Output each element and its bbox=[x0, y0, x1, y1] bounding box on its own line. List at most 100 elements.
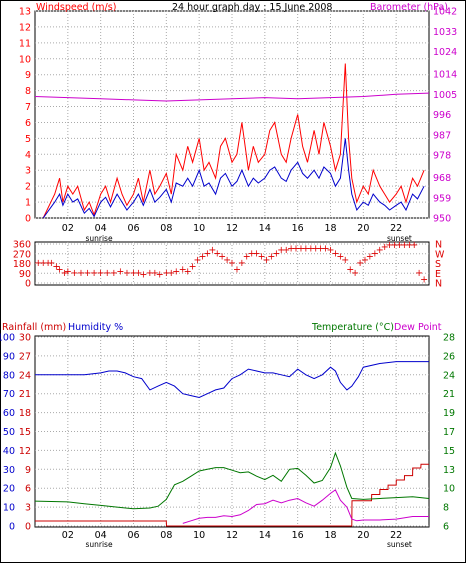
humidity-y-tick-label: 90 bbox=[3, 351, 15, 362]
temperature-y-tick-label: 10 bbox=[443, 484, 455, 495]
direction-point: + bbox=[391, 240, 399, 251]
barometer-y-tick-label: 996 bbox=[433, 110, 451, 121]
temperature-y-tick-label: 19 bbox=[443, 408, 455, 419]
direction-point: + bbox=[400, 240, 408, 251]
barometer-y-tick-label: 968 bbox=[433, 173, 451, 184]
dewpoint-line bbox=[182, 489, 429, 524]
direction-point: + bbox=[356, 258, 364, 269]
temp-x-tick-label: 10 bbox=[193, 530, 205, 541]
temp-x-tick-label: 02 bbox=[62, 530, 74, 541]
direction-y-tick-label: 0 bbox=[25, 279, 31, 290]
rainfall-y-tick-label: 24 bbox=[19, 370, 31, 381]
barometer-y-tick-label: 1042 bbox=[433, 7, 457, 18]
barometer-y-tick-label: 1014 bbox=[433, 70, 457, 81]
direction-point: + bbox=[151, 268, 159, 279]
wind-x-tick-label: 14 bbox=[259, 223, 271, 234]
wind-y-tick-label: 9 bbox=[25, 70, 31, 81]
direction-point: + bbox=[371, 248, 379, 259]
direction-point: + bbox=[218, 252, 226, 263]
temp-x-tick-label: 04 bbox=[95, 530, 107, 541]
dewpoint-axis-title: Dew Point bbox=[394, 322, 442, 333]
humidity-y-tick-label: 10 bbox=[3, 503, 15, 514]
direction-point: + bbox=[312, 243, 320, 254]
direction-point: + bbox=[167, 268, 175, 279]
barometer-y-tick-label: 1005 bbox=[433, 90, 457, 101]
direction-y-tick-label: 180 bbox=[13, 259, 31, 270]
direction-point: + bbox=[70, 268, 78, 279]
direction-point: + bbox=[282, 245, 290, 256]
sunrise-label: sunrise bbox=[85, 234, 112, 243]
wind-y-tick-label: 8 bbox=[25, 86, 31, 97]
direction-point: + bbox=[317, 243, 325, 254]
direction-point: + bbox=[336, 252, 344, 263]
humidity-line bbox=[35, 361, 429, 399]
wind-y-tick-label: 4 bbox=[25, 150, 31, 161]
direction-point: + bbox=[327, 245, 335, 256]
direction-point: + bbox=[77, 268, 85, 279]
direction-point: + bbox=[172, 267, 180, 278]
direction-point: + bbox=[341, 255, 349, 266]
humidity-y-tick-label: 0 bbox=[9, 522, 15, 533]
direction-point: + bbox=[381, 242, 389, 253]
temperature-axis-title: Temperature (°C) bbox=[311, 322, 394, 333]
gust-line bbox=[42, 63, 425, 219]
direction-y-tick-label: 90 bbox=[19, 269, 31, 280]
direction-point: + bbox=[194, 255, 202, 266]
rainfall-line bbox=[35, 463, 429, 527]
direction-point: + bbox=[351, 268, 359, 279]
direction-point: + bbox=[103, 268, 111, 279]
direction-point: + bbox=[52, 261, 60, 272]
temp-x-tick-label: 12 bbox=[226, 530, 238, 541]
humidity-y-tick-label: 30 bbox=[3, 465, 15, 476]
temperature-line bbox=[34, 451, 430, 510]
direction-point: + bbox=[258, 252, 266, 263]
rainfall-y-tick-label: 27 bbox=[19, 351, 31, 362]
direction-point: + bbox=[47, 258, 55, 269]
temp-x-tick-label: 22 bbox=[390, 530, 402, 541]
wind-x-tick-label: 10 bbox=[193, 223, 205, 234]
direction-point: + bbox=[415, 268, 423, 279]
direction-point: + bbox=[253, 248, 261, 259]
direction-point: + bbox=[376, 245, 384, 256]
direction-point: + bbox=[366, 252, 374, 263]
direction-point: + bbox=[223, 255, 231, 266]
compass-label: S bbox=[435, 259, 441, 270]
wind-x-tick-label: 20 bbox=[357, 223, 369, 234]
direction-point: + bbox=[243, 252, 251, 263]
wind-y-tick-label: 2 bbox=[25, 182, 31, 193]
direction-point: + bbox=[208, 245, 216, 256]
direction-point: + bbox=[184, 267, 192, 278]
direction-point: + bbox=[90, 268, 98, 279]
direction-point: + bbox=[292, 243, 300, 254]
wind-x-tick-label: 16 bbox=[292, 223, 304, 234]
direction-point: + bbox=[162, 268, 170, 279]
wind-y-tick-label: 3 bbox=[25, 166, 31, 177]
direction-point: + bbox=[248, 248, 256, 259]
temp-x-tick-label: 16 bbox=[292, 530, 304, 541]
direction-point: + bbox=[331, 248, 339, 259]
temperature-y-tick-label: 6 bbox=[443, 522, 449, 533]
humidity-y-tick-label: 50 bbox=[3, 427, 15, 438]
wind-x-tick-label: 04 bbox=[95, 223, 107, 234]
rainfall-y-tick-label: 0 bbox=[25, 522, 31, 533]
direction-point: + bbox=[420, 274, 428, 285]
temp-x-tick-label: 06 bbox=[127, 530, 139, 541]
barometer-y-tick-label: 978 bbox=[433, 151, 451, 162]
direction-point: + bbox=[307, 243, 315, 254]
direction-point: + bbox=[56, 265, 64, 276]
temperature-y-tick-label: 17 bbox=[443, 427, 455, 438]
sunrise-label: sunrise bbox=[85, 540, 112, 549]
direction-point: + bbox=[64, 267, 72, 278]
wind-y-tick-label: 0 bbox=[25, 214, 31, 225]
temperature-y-tick-label: 15 bbox=[443, 446, 455, 457]
rainfall-y-tick-label: 6 bbox=[25, 484, 31, 495]
grid-layer bbox=[35, 10, 429, 527]
wind-x-tick-label: 02 bbox=[62, 223, 74, 234]
rainfall-y-tick-label: 21 bbox=[19, 389, 31, 400]
humidity-y-tick-label: 100 bbox=[0, 333, 15, 344]
sunset-label: sunset bbox=[387, 234, 412, 243]
direction-point: + bbox=[262, 255, 270, 266]
compass-label: N bbox=[435, 279, 442, 290]
wind-x-tick-label: 06 bbox=[127, 223, 139, 234]
